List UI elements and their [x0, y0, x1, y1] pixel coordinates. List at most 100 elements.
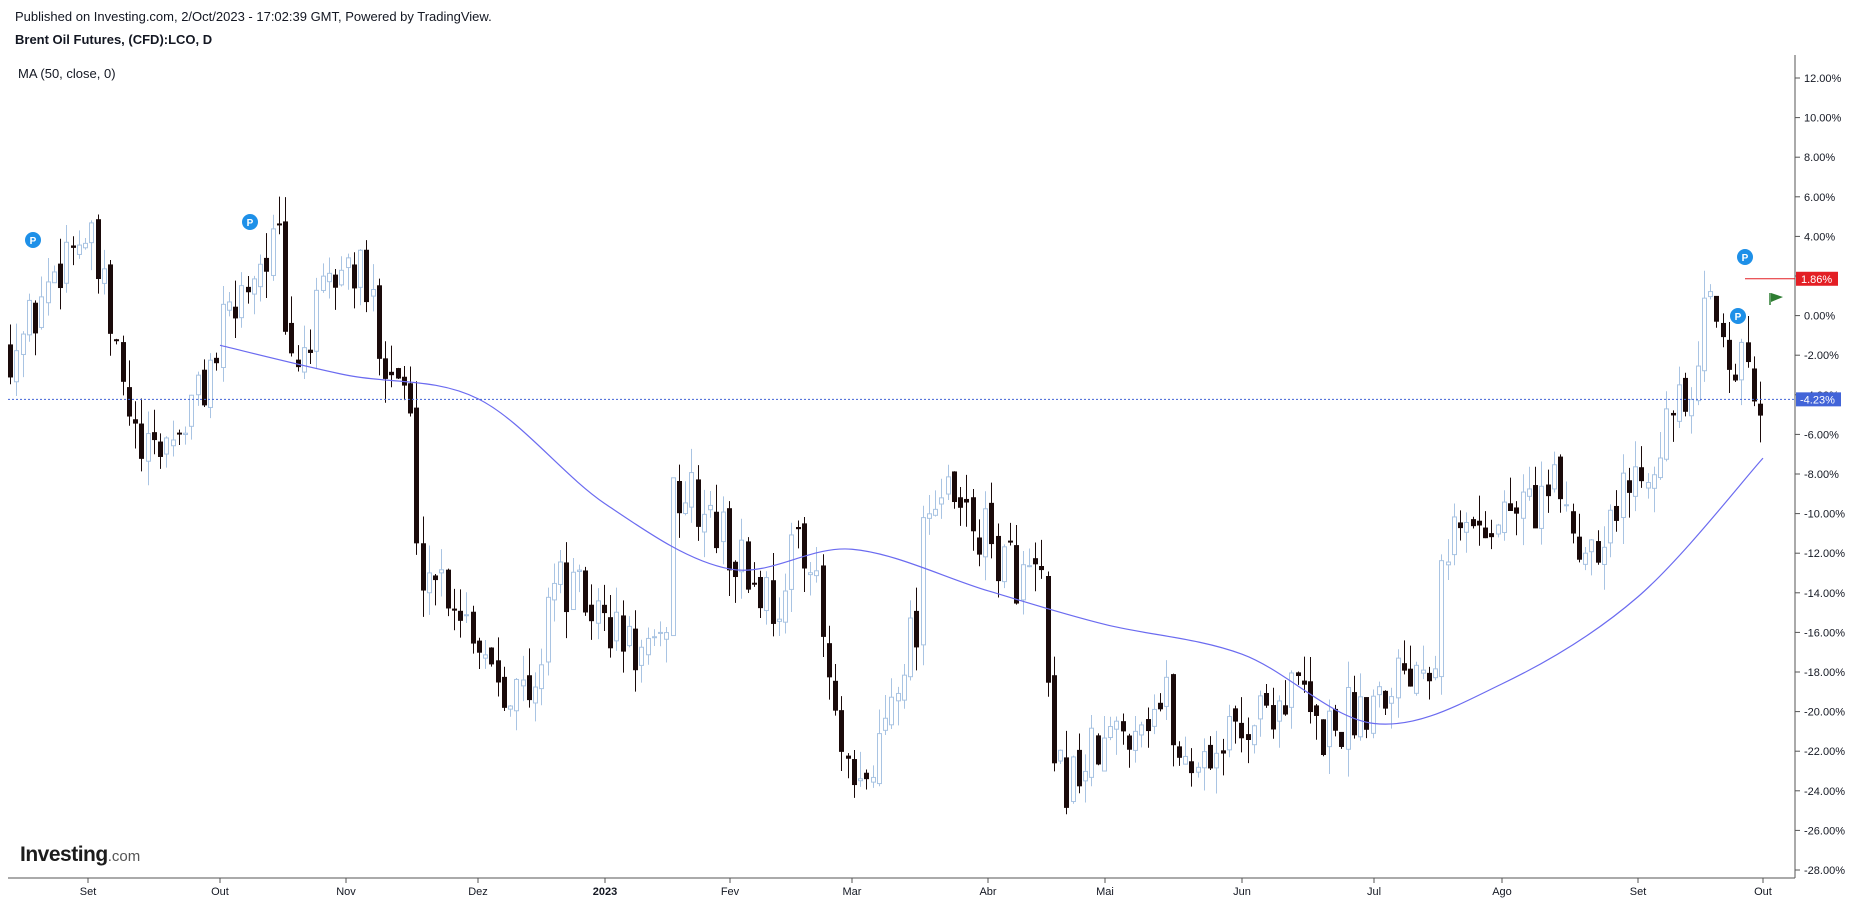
- y-tick-label: -14.00%: [1804, 588, 1845, 600]
- y-tick-label: -22.00%: [1804, 746, 1845, 758]
- candle-down: [8, 324, 13, 385]
- candle-down: [277, 196, 282, 235]
- y-tick-label: 8.00%: [1804, 152, 1835, 164]
- candle-down: [677, 464, 682, 538]
- candle-up: [196, 371, 201, 406]
- candle-down: [446, 568, 451, 617]
- candle-down: [1533, 466, 1538, 529]
- pivot-marker-label: P: [30, 236, 37, 247]
- candle-up: [1277, 695, 1282, 748]
- candle-down: [1383, 690, 1388, 716]
- candle-down: [796, 520, 801, 549]
- candle-up: [889, 678, 894, 730]
- candle-down: [1746, 315, 1751, 368]
- candle-up: [1083, 754, 1088, 803]
- candle-down: [433, 573, 438, 606]
- candle-up: [721, 496, 726, 565]
- candle-up: [983, 491, 988, 581]
- candle-down: [1627, 467, 1632, 518]
- candle-down: [1246, 717, 1251, 764]
- x-tick-label: Jun: [1233, 886, 1251, 898]
- candle-down: [114, 338, 119, 345]
- candle-up: [1214, 730, 1219, 794]
- candle-up: [1446, 539, 1451, 580]
- candle-down: [33, 300, 38, 356]
- candle-down: [1733, 363, 1738, 383]
- candle-down: [752, 562, 757, 587]
- candle-down: [727, 501, 732, 597]
- candle-down: [158, 433, 163, 469]
- candle-down: [1546, 469, 1551, 513]
- x-tick-label: Fev: [721, 886, 740, 898]
- candle-down: [1171, 673, 1176, 767]
- candle-up: [1452, 503, 1457, 566]
- candle-down: [802, 517, 807, 592]
- candle-up: [946, 464, 951, 501]
- candle-up: [1539, 461, 1544, 545]
- candle-down: [746, 537, 751, 593]
- indicator-legend[interactable]: MA (50, close, 0): [18, 66, 116, 81]
- candle-down: [1458, 510, 1463, 541]
- candle-down: [58, 238, 63, 310]
- candle-down: [1233, 705, 1238, 744]
- candle-down: [1264, 683, 1269, 708]
- candle-up: [1327, 699, 1332, 774]
- reference-line-value: -4.23%: [1800, 394, 1835, 406]
- candle-down: [1302, 656, 1307, 693]
- candle-down: [1471, 516, 1476, 529]
- candle-up: [514, 678, 519, 731]
- candle-up: [1252, 724, 1257, 754]
- candle-up: [571, 557, 576, 611]
- candle-down: [296, 345, 301, 372]
- y-tick-label: -2.00%: [1804, 350, 1839, 362]
- candle-up: [171, 420, 176, 457]
- candle-up: [883, 694, 888, 736]
- candle-down: [1008, 522, 1013, 546]
- candle-up: [546, 587, 551, 676]
- candle-up: [939, 478, 944, 519]
- y-tick-label: -18.00%: [1804, 667, 1845, 679]
- candle-up: [1702, 270, 1707, 382]
- candle-down: [758, 570, 763, 619]
- candle-up: [1139, 721, 1144, 748]
- candle-down: [352, 252, 357, 309]
- y-tick-label: 0.00%: [1804, 311, 1835, 323]
- candle-down: [1296, 671, 1301, 685]
- investing-logo: Investing.com: [20, 843, 140, 867]
- flag-icon[interactable]: [1769, 293, 1783, 305]
- x-tick-label: Nov: [336, 886, 356, 898]
- candle-up: [1677, 366, 1682, 429]
- candle-up: [902, 664, 907, 709]
- candle-down: [1014, 524, 1019, 605]
- y-axis-ticks: 12.00%10.00%8.00%6.00%4.00%2.00%0.00%-2.…: [1795, 73, 1845, 877]
- pivot-marker[interactable]: P: [25, 232, 41, 248]
- candle-down: [1596, 530, 1601, 565]
- candle-down: [333, 268, 338, 310]
- candle-down: [564, 542, 569, 639]
- candle-up: [539, 648, 544, 706]
- candle-down: [696, 465, 701, 541]
- candle-up: [1552, 451, 1557, 493]
- candle-up: [708, 491, 713, 518]
- candle-up: [577, 564, 582, 593]
- pivot-marker[interactable]: P: [242, 214, 258, 230]
- pivot-marker[interactable]: P: [1730, 308, 1746, 324]
- candle-up: [683, 481, 688, 516]
- candle-down: [177, 429, 182, 445]
- candle-up: [614, 587, 619, 651]
- last-value-text: 1.86%: [1801, 274, 1832, 286]
- candle-up: [1227, 704, 1232, 758]
- candle-up: [596, 588, 601, 640]
- candle-up: [1502, 490, 1507, 541]
- candle-up: [702, 489, 707, 558]
- candle-down: [1514, 501, 1519, 536]
- candle-up: [1389, 687, 1394, 729]
- pivot-marker-label: P: [1742, 253, 1749, 264]
- candle-up: [1108, 716, 1113, 741]
- candle-down: [1727, 322, 1732, 394]
- pivot-marker[interactable]: P: [1737, 249, 1753, 265]
- candle-up: [1358, 673, 1363, 741]
- candle-up: [339, 256, 344, 287]
- candle-down: [133, 401, 138, 449]
